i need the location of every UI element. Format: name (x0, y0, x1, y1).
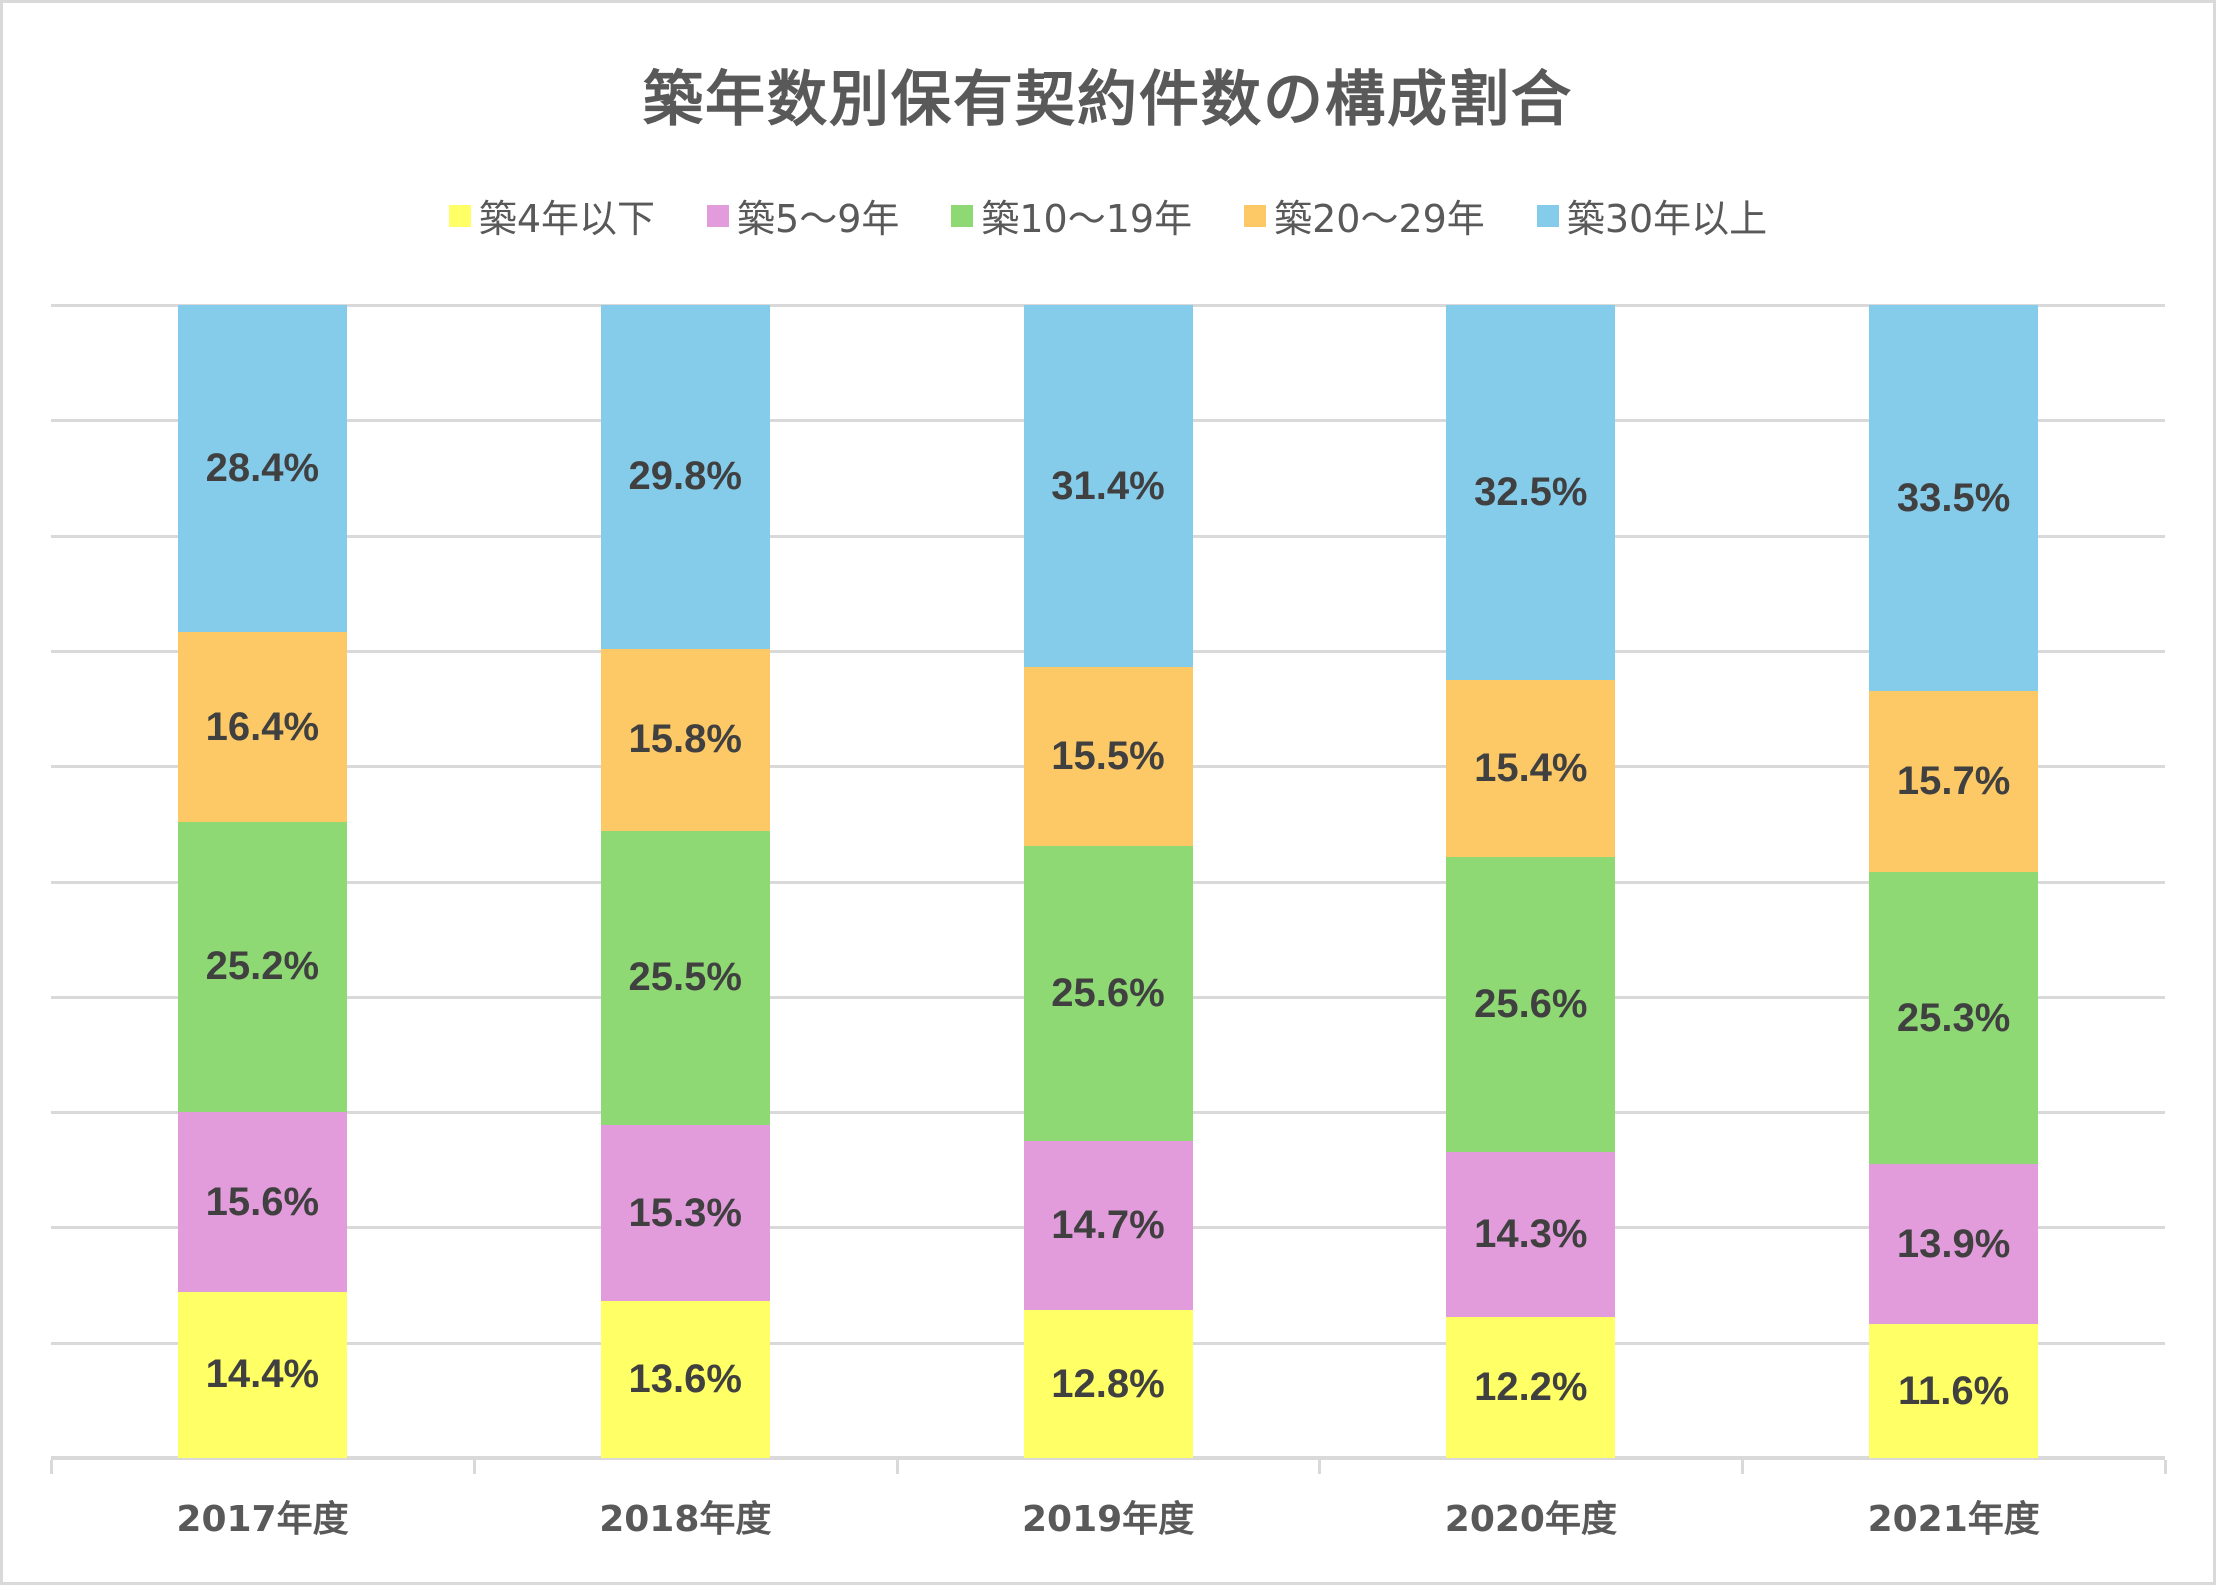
legend-swatch-icon (1244, 204, 1267, 227)
bar-segment: 12.8% (1023, 1310, 1193, 1458)
x-axis-label: 2017年度 (176, 1499, 349, 1540)
data-label: 15.6% (205, 1179, 320, 1224)
legend-item: 築20〜29年 (1244, 188, 1485, 243)
bar-segment: 15.5% (1023, 667, 1193, 846)
x-axis-tick (50, 1460, 53, 1474)
bar-segment: 13.6% (600, 1301, 770, 1458)
bar-segment: 33.5% (1869, 305, 2039, 692)
bar-segment: 25.6% (1446, 857, 1616, 1153)
data-label: 25.2% (205, 944, 320, 989)
x-axis-tick (2164, 1460, 2167, 1474)
x-axis-tick (1741, 1460, 1745, 1474)
data-label: 14.4% (205, 1352, 320, 1397)
legend-label: 築30年以上 (1566, 197, 1768, 241)
legend-label: 築10〜19年 (981, 197, 1193, 241)
data-label: 33.5% (1896, 475, 2011, 520)
bar-segment: 25.5% (600, 830, 770, 1125)
data-label: 31.4% (1051, 463, 1165, 508)
x-axis-label: 2020年度 (1444, 1499, 1617, 1540)
bar-segment: 16.4% (177, 632, 347, 822)
x-axis-label: 2019年度 (1021, 1499, 1195, 1540)
bar-segment: 14.4% (177, 1291, 347, 1458)
legend: 築4年以下 築5〜9年 築10〜19年 築20〜29年 築30年以上 (3, 188, 2213, 243)
x-axis-tick (895, 1460, 899, 1474)
x-axis-line (51, 1456, 2165, 1460)
data-label: 29.8% (628, 454, 742, 499)
data-label: 12.8% (1051, 1361, 1165, 1406)
data-label: 15.3% (628, 1190, 742, 1235)
bar-segment: 25.6% (1023, 845, 1193, 1141)
data-label: 14.7% (1051, 1203, 1165, 1248)
data-label: 25.5% (628, 955, 742, 1000)
bar-segment: 25.2% (177, 821, 347, 1113)
data-label: 32.5% (1474, 469, 1588, 514)
legend-item: 築10〜19年 (951, 188, 1192, 243)
bar-segment: 28.4% (177, 305, 347, 633)
stacked-bar: 13.6% 15.3% 25.5% 15.8% 29.8% (600, 305, 770, 1458)
legend-swatch-icon (1536, 204, 1559, 227)
legend-item: 築30年以上 (1536, 188, 1768, 243)
data-label: 15.8% (628, 717, 742, 762)
stacked-bar: 14.4% 15.6% 25.2% 16.4% 28.4% (177, 305, 347, 1458)
stacked-bar: 12.8% 14.7% 25.6% 15.5% 31.4% (1023, 305, 1193, 1458)
data-label: 13.9% (1896, 1221, 2011, 1266)
chart-title: 築年数別保有契約件数の構成割合 (643, 65, 1573, 135)
bar-segment: 15.8% (600, 648, 770, 831)
data-label: 28.4% (205, 446, 320, 491)
bar-segment: 15.6% (177, 1112, 347, 1292)
data-label: 25.6% (1051, 970, 1165, 1015)
legend-label: 築4年以下 (478, 197, 656, 241)
bar-segment: 32.5% (1446, 305, 1616, 680)
x-axis-tick (472, 1460, 476, 1474)
plot-area: 14.4% 15.6% 25.2% 16.4% 28.4% 2017年度 13.6% 15.3… (50, 304, 2167, 1540)
bar-segment: 14.7% (1023, 1140, 1193, 1311)
data-label: 15.7% (1896, 759, 2011, 804)
bar-segment: 15.4% (1446, 679, 1616, 858)
bar-segment: 15.3% (600, 1124, 770, 1302)
bar-segment: 25.3% (1869, 872, 2039, 1164)
data-label: 15.5% (1051, 733, 1165, 778)
legend-label: 築5〜9年 (737, 197, 900, 241)
bar-segment: 29.8% (600, 305, 770, 649)
bar-segment: 31.4% (1023, 305, 1193, 668)
bar-segment: 15.7% (1869, 691, 2039, 873)
stacked-bar: 11.6% 13.9% 25.3% 15.7% 33.5% (1869, 305, 2039, 1458)
stacked-bar: 12.2% 14.3% 25.6% 15.4% 32.5% (1446, 305, 1616, 1458)
bar-segment: 14.3% (1446, 1152, 1616, 1318)
data-label: 15.4% (1474, 746, 1588, 791)
x-axis-label: 2018年度 (599, 1499, 772, 1540)
bar-segment: 11.6% (1869, 1324, 2039, 1458)
data-label: 25.3% (1896, 995, 2011, 1040)
legend-label: 築20〜29年 (1274, 197, 1485, 241)
bar-segment: 13.9% (1869, 1164, 2039, 1325)
data-label: 25.6% (1474, 982, 1588, 1027)
x-axis-tick (1318, 1460, 1322, 1474)
legend-swatch-icon (951, 204, 974, 227)
legend-item: 築4年以下 (448, 188, 656, 243)
x-axis-label: 2021年度 (1867, 1499, 2040, 1540)
data-label: 13.6% (628, 1357, 742, 1402)
data-label: 16.4% (205, 704, 320, 749)
data-label: 11.6% (1897, 1368, 2010, 1413)
legend-swatch-icon (707, 204, 730, 227)
legend-swatch-icon (448, 204, 471, 227)
data-label: 12.2% (1474, 1365, 1588, 1410)
data-label: 14.3% (1474, 1212, 1588, 1257)
legend-item: 築5〜9年 (707, 188, 899, 243)
bar-segment: 12.2% (1446, 1317, 1616, 1458)
